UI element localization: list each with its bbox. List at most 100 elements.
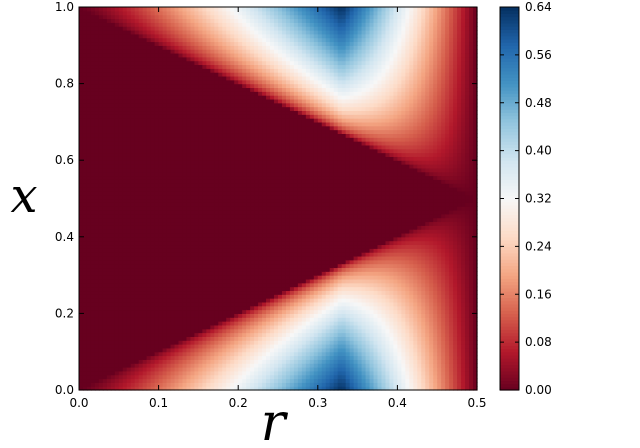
heatmap-cell	[118, 305, 124, 311]
heatmap-cell	[270, 378, 275, 383]
heatmap-cell	[182, 263, 188, 269]
heatmap-cell	[202, 175, 207, 180]
heatmap-cell	[122, 87, 128, 92]
heatmap-cell	[178, 187, 184, 192]
heatmap-cell	[206, 187, 211, 192]
heatmap-cell	[214, 49, 219, 54]
heatmap-cell	[110, 18, 116, 23]
heatmap-cell	[174, 33, 180, 39]
heatmap-cell	[130, 347, 136, 353]
heatmap-cell	[126, 240, 132, 246]
heatmap-cell	[150, 378, 156, 383]
heatmap-cell	[222, 298, 227, 303]
heatmap-cell	[182, 144, 188, 150]
heatmap-cell	[178, 229, 184, 234]
heatmap-cell	[114, 171, 120, 177]
heatmap-cell	[102, 363, 108, 368]
heatmap-cell	[138, 278, 144, 284]
heatmap-cell	[186, 301, 192, 307]
heatmap-cell	[162, 29, 168, 35]
heatmap-cell	[266, 363, 271, 368]
heatmap-cell	[110, 110, 116, 115]
heatmap-cell	[238, 156, 243, 161]
heatmap-cell	[130, 209, 136, 215]
heatmap-cell	[238, 278, 243, 284]
heatmap-cell	[270, 374, 275, 380]
heatmap-cell	[210, 206, 215, 211]
heatmap-cell	[258, 45, 263, 50]
heatmap-cell	[114, 363, 120, 368]
heatmap-cell	[146, 106, 152, 112]
heatmap-cell	[174, 236, 180, 242]
heatmap-cell	[234, 10, 239, 16]
heatmap-cell	[162, 340, 168, 345]
heatmap-cell	[218, 198, 223, 203]
heatmap-cell	[162, 298, 168, 303]
heatmap-cell	[146, 328, 152, 334]
heatmap-cell	[194, 313, 199, 318]
heatmap-cell	[146, 386, 152, 391]
heatmap-cell	[218, 148, 223, 154]
heatmap-cell	[214, 79, 219, 85]
heatmap-cell	[174, 305, 180, 311]
heatmap-cell	[226, 14, 231, 20]
heatmap-cell	[122, 7, 128, 12]
heatmap-cell	[254, 386, 259, 391]
heatmap-cell	[106, 137, 112, 142]
heatmap-cell	[134, 118, 140, 123]
heatmap-cell	[186, 91, 192, 96]
heatmap-cell	[202, 141, 207, 146]
heatmap-cell	[218, 75, 223, 81]
heatmap-cells	[79, 7, 478, 391]
heatmap-cell	[150, 175, 156, 180]
heatmap-cell	[178, 72, 184, 77]
heatmap-cell	[250, 294, 255, 299]
heatmap-cell	[186, 240, 192, 246]
heatmap-cell	[106, 229, 112, 234]
heatmap-cell	[202, 33, 207, 39]
heatmap-cell	[174, 209, 180, 215]
heatmap-cell	[138, 271, 144, 276]
heatmap-cell	[270, 324, 275, 330]
heatmap-cell	[182, 156, 188, 161]
heatmap-cell	[110, 286, 116, 292]
heatmap-cell	[254, 26, 259, 31]
heatmap-cell	[166, 160, 172, 165]
heatmap-cell	[122, 14, 128, 20]
heatmap-cell	[258, 332, 263, 337]
heatmap-cell	[250, 363, 255, 368]
heatmap-cell	[238, 121, 243, 127]
heatmap-cell	[210, 41, 215, 46]
heatmap-cell	[86, 309, 92, 314]
heatmap-cell	[170, 98, 176, 104]
heatmap-cell	[90, 75, 96, 81]
heatmap-cell	[114, 336, 120, 341]
heatmap-cell	[158, 347, 164, 353]
heatmap-cell	[154, 98, 160, 104]
heatmap-cell	[238, 33, 243, 39]
heatmap-cell	[198, 282, 203, 288]
heatmap-cell	[242, 37, 247, 43]
heatmap-cell	[230, 141, 235, 146]
heatmap-cell	[114, 52, 120, 58]
heatmap-cell	[178, 110, 184, 115]
heatmap-cell	[214, 229, 219, 234]
heatmap-cell	[138, 10, 144, 16]
heatmap-cell	[194, 129, 199, 134]
heatmap-cell	[142, 190, 148, 196]
heatmap-cell	[266, 64, 271, 69]
heatmap-cell	[114, 190, 120, 196]
heatmap-cell	[106, 206, 112, 211]
heatmap-cell	[254, 248, 259, 253]
heatmap-cell	[250, 144, 255, 150]
heatmap-cell	[206, 95, 211, 100]
heatmap-cell	[138, 152, 144, 157]
heatmap-cell	[90, 187, 96, 192]
heatmap-cell	[98, 125, 104, 131]
heatmap-cell	[86, 263, 92, 269]
heatmap-cell	[202, 206, 207, 211]
heatmap-cell	[142, 382, 148, 387]
heatmap-cell	[214, 271, 219, 276]
heatmap-cell	[242, 125, 247, 131]
heatmap-cell	[222, 386, 227, 391]
